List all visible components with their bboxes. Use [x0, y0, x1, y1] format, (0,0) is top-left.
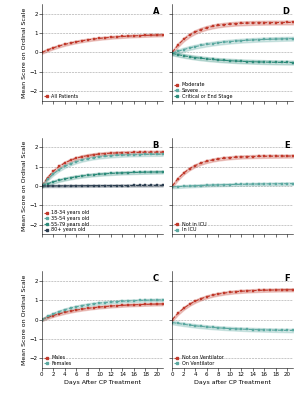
Text: D: D — [282, 7, 289, 16]
Text: E: E — [284, 140, 289, 150]
Legend: Moderate, Severe, Critical or End Stage: Moderate, Severe, Critical or End Stage — [174, 82, 233, 99]
Legend: Males, Females: Males, Females — [43, 355, 72, 366]
Legend: 18-34 years old, 35-54 years old, 55-79 years old, 80+ years old: 18-34 years old, 35-54 years old, 55-79 … — [43, 210, 90, 233]
Text: C: C — [153, 274, 159, 283]
Legend: All Patients: All Patients — [43, 93, 79, 99]
Legend: Not in ICU, In ICU: Not in ICU, In ICU — [174, 221, 207, 233]
Y-axis label: Mean Score on Ordinal Scale: Mean Score on Ordinal Scale — [22, 274, 27, 365]
Text: F: F — [284, 274, 289, 283]
Text: A: A — [152, 7, 159, 16]
Text: B: B — [152, 140, 159, 150]
Legend: Not on Ventilator, On Ventilator: Not on Ventilator, On Ventilator — [174, 355, 224, 366]
X-axis label: Days After CP Treatment: Days After CP Treatment — [64, 380, 141, 385]
X-axis label: Days after CP Treatment: Days after CP Treatment — [194, 380, 271, 385]
Y-axis label: Mean Score on Ordinal Scale: Mean Score on Ordinal Scale — [22, 141, 27, 231]
Y-axis label: Mean Score on Ordinal Scale: Mean Score on Ordinal Scale — [22, 7, 27, 98]
